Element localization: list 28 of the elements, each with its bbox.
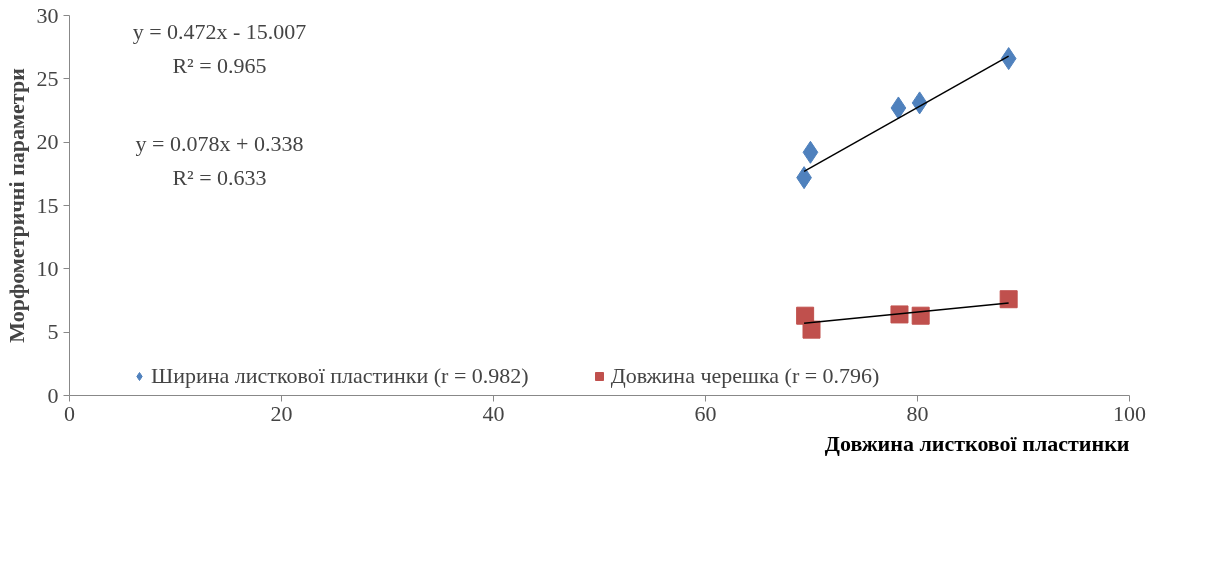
point <box>1000 47 1017 71</box>
annotation: R² = 0.633 <box>172 164 267 190</box>
y-tick-label: 5 <box>47 319 59 345</box>
y-tick-label: 20 <box>36 129 59 155</box>
annotation: y = 0.078x + 0.338 <box>135 130 304 156</box>
point <box>890 305 909 324</box>
x-tick-label: 80 <box>906 400 929 426</box>
annotation: R² = 0.965 <box>172 52 267 78</box>
legend-label: Ширина листкової пластинки (r = 0.982) <box>151 363 529 389</box>
x-tick-label: 0 <box>64 400 75 426</box>
y-axis-title: Морфометричні параметри <box>3 67 29 343</box>
y-tick-label: 0 <box>47 382 59 408</box>
point <box>890 96 907 120</box>
y-tick-label: 15 <box>36 192 59 218</box>
x-tick-label: 40 <box>482 400 505 426</box>
x-tick-label: 20 <box>270 400 293 426</box>
y-tick-label: 10 <box>36 255 59 281</box>
legend-label: Довжина черешка (r = 0.796) <box>610 363 880 389</box>
y-tick-label: 30 <box>36 2 59 28</box>
point <box>999 290 1018 309</box>
annotation: y = 0.472x - 15.007 <box>132 18 307 44</box>
x-axis-title: Довжина листкової пластинки <box>824 430 1130 456</box>
x-tick-label: 60 <box>694 400 717 426</box>
x-tick-label: 100 <box>1113 400 1146 426</box>
y-tick-label: 25 <box>36 65 59 91</box>
point <box>802 320 821 339</box>
point <box>911 306 930 325</box>
point <box>802 140 819 164</box>
